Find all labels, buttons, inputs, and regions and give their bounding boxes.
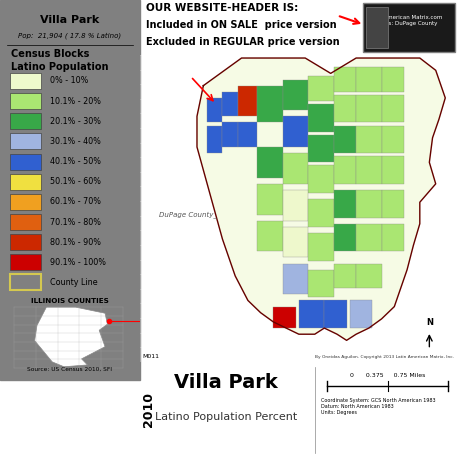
Text: By Oneidas Aguilon. Copyright 2013 Latin American Matrix, Inc.: By Oneidas Aguilon. Copyright 2013 Latin… [315,355,454,359]
Text: Latino Population: Latino Population [11,61,109,71]
Bar [356,190,382,218]
Text: DuPage County_: DuPage County_ [159,211,217,218]
Bar [334,264,356,288]
Bar [334,125,356,153]
Bar [308,135,334,163]
Bar [10,214,40,230]
Text: N: N [426,317,433,327]
Bar [356,156,382,184]
Bar [308,270,334,297]
Bar [356,264,382,288]
Bar [334,190,356,218]
Bar [257,221,283,251]
Bar [10,234,40,250]
Text: Villa Park: Villa Park [40,15,99,25]
Bar [362,3,455,52]
Bar [10,254,40,270]
Bar [283,153,308,184]
Text: OUR WEBSITE-HEADER IS:: OUR WEBSITE-HEADER IS: [146,3,298,13]
Text: ILLINOIS COUNTIES: ILLINOIS COUNTIES [31,298,109,304]
Bar [283,80,308,110]
Bar [238,86,257,116]
Bar [257,86,283,122]
Text: 20.1% - 30%: 20.1% - 30% [50,117,101,126]
Bar [10,153,40,169]
Bar [308,76,334,101]
Bar [382,67,404,92]
Text: Included in ON SALE  price version: Included in ON SALE price version [146,20,337,30]
Bar [334,67,356,92]
Bar [10,194,40,210]
Bar [308,199,334,227]
Bar [350,300,372,328]
Bar [283,190,308,221]
Bar [283,264,308,294]
Bar [365,6,388,49]
Bar [334,95,356,122]
Bar [356,95,382,122]
Text: M011: M011 [143,354,160,359]
Text: 2010: 2010 [142,393,155,427]
Bar [308,165,334,193]
Bar [207,98,223,122]
Bar [334,224,356,251]
Polygon shape [35,307,107,367]
Text: Pop:  21,904 ( 17.8 % Latino): Pop: 21,904 ( 17.8 % Latino) [18,33,121,39]
Bar [273,306,296,328]
Bar [10,113,40,129]
Bar [356,224,382,251]
Bar [308,233,334,261]
Bar [10,274,40,290]
Bar [382,95,404,122]
Bar [382,156,404,184]
Bar [10,133,40,149]
Bar [238,122,257,147]
Text: 80.1% - 90%: 80.1% - 90% [50,238,101,247]
Text: Latino Population Percent: Latino Population Percent [154,412,297,422]
Text: Latin American Matrix.com
Illinois: DuPage County: Latin American Matrix.com Illinois: DuPa… [368,16,443,26]
Bar [299,300,324,328]
Bar [356,125,382,153]
Text: Census Blocks: Census Blocks [11,49,90,60]
Text: 50.1% - 60%: 50.1% - 60% [50,177,101,186]
Polygon shape [197,58,445,340]
Bar [223,92,238,116]
Text: Source: US Census 2010, SFI: Source: US Census 2010, SFI [27,367,112,372]
Bar [257,184,283,214]
Bar [223,122,238,147]
Bar [308,104,334,132]
Bar [324,300,347,328]
Bar [10,174,40,190]
Bar [10,93,40,109]
Text: 0      0.375     0.75 Miles: 0 0.375 0.75 Miles [350,373,425,378]
Bar [207,125,223,153]
Text: Villa Park: Villa Park [174,373,278,393]
Bar [382,190,404,218]
Bar [257,147,283,178]
Text: Coordinate System: GCS North American 1983
Datum: North American 1983
Units: Deg: Coordinate System: GCS North American 19… [321,398,436,415]
Bar [283,116,308,147]
Bar [283,227,308,257]
Text: 90.1% - 100%: 90.1% - 100% [50,258,106,267]
Text: 60.1% - 70%: 60.1% - 70% [50,197,101,207]
Bar [382,125,404,153]
Text: 10.1% - 20%: 10.1% - 20% [50,97,101,106]
Text: Excluded in REGULAR price version: Excluded in REGULAR price version [146,37,340,47]
Bar [334,156,356,184]
Text: 70.1% - 80%: 70.1% - 80% [50,218,101,227]
Bar [382,224,404,251]
Text: 0% - 10%: 0% - 10% [50,76,89,86]
Bar [10,73,40,89]
Bar [356,67,382,92]
Text: County Line: County Line [50,278,98,287]
Text: 40.1% - 50%: 40.1% - 50% [50,157,101,166]
Text: 30.1% - 40%: 30.1% - 40% [50,137,101,146]
